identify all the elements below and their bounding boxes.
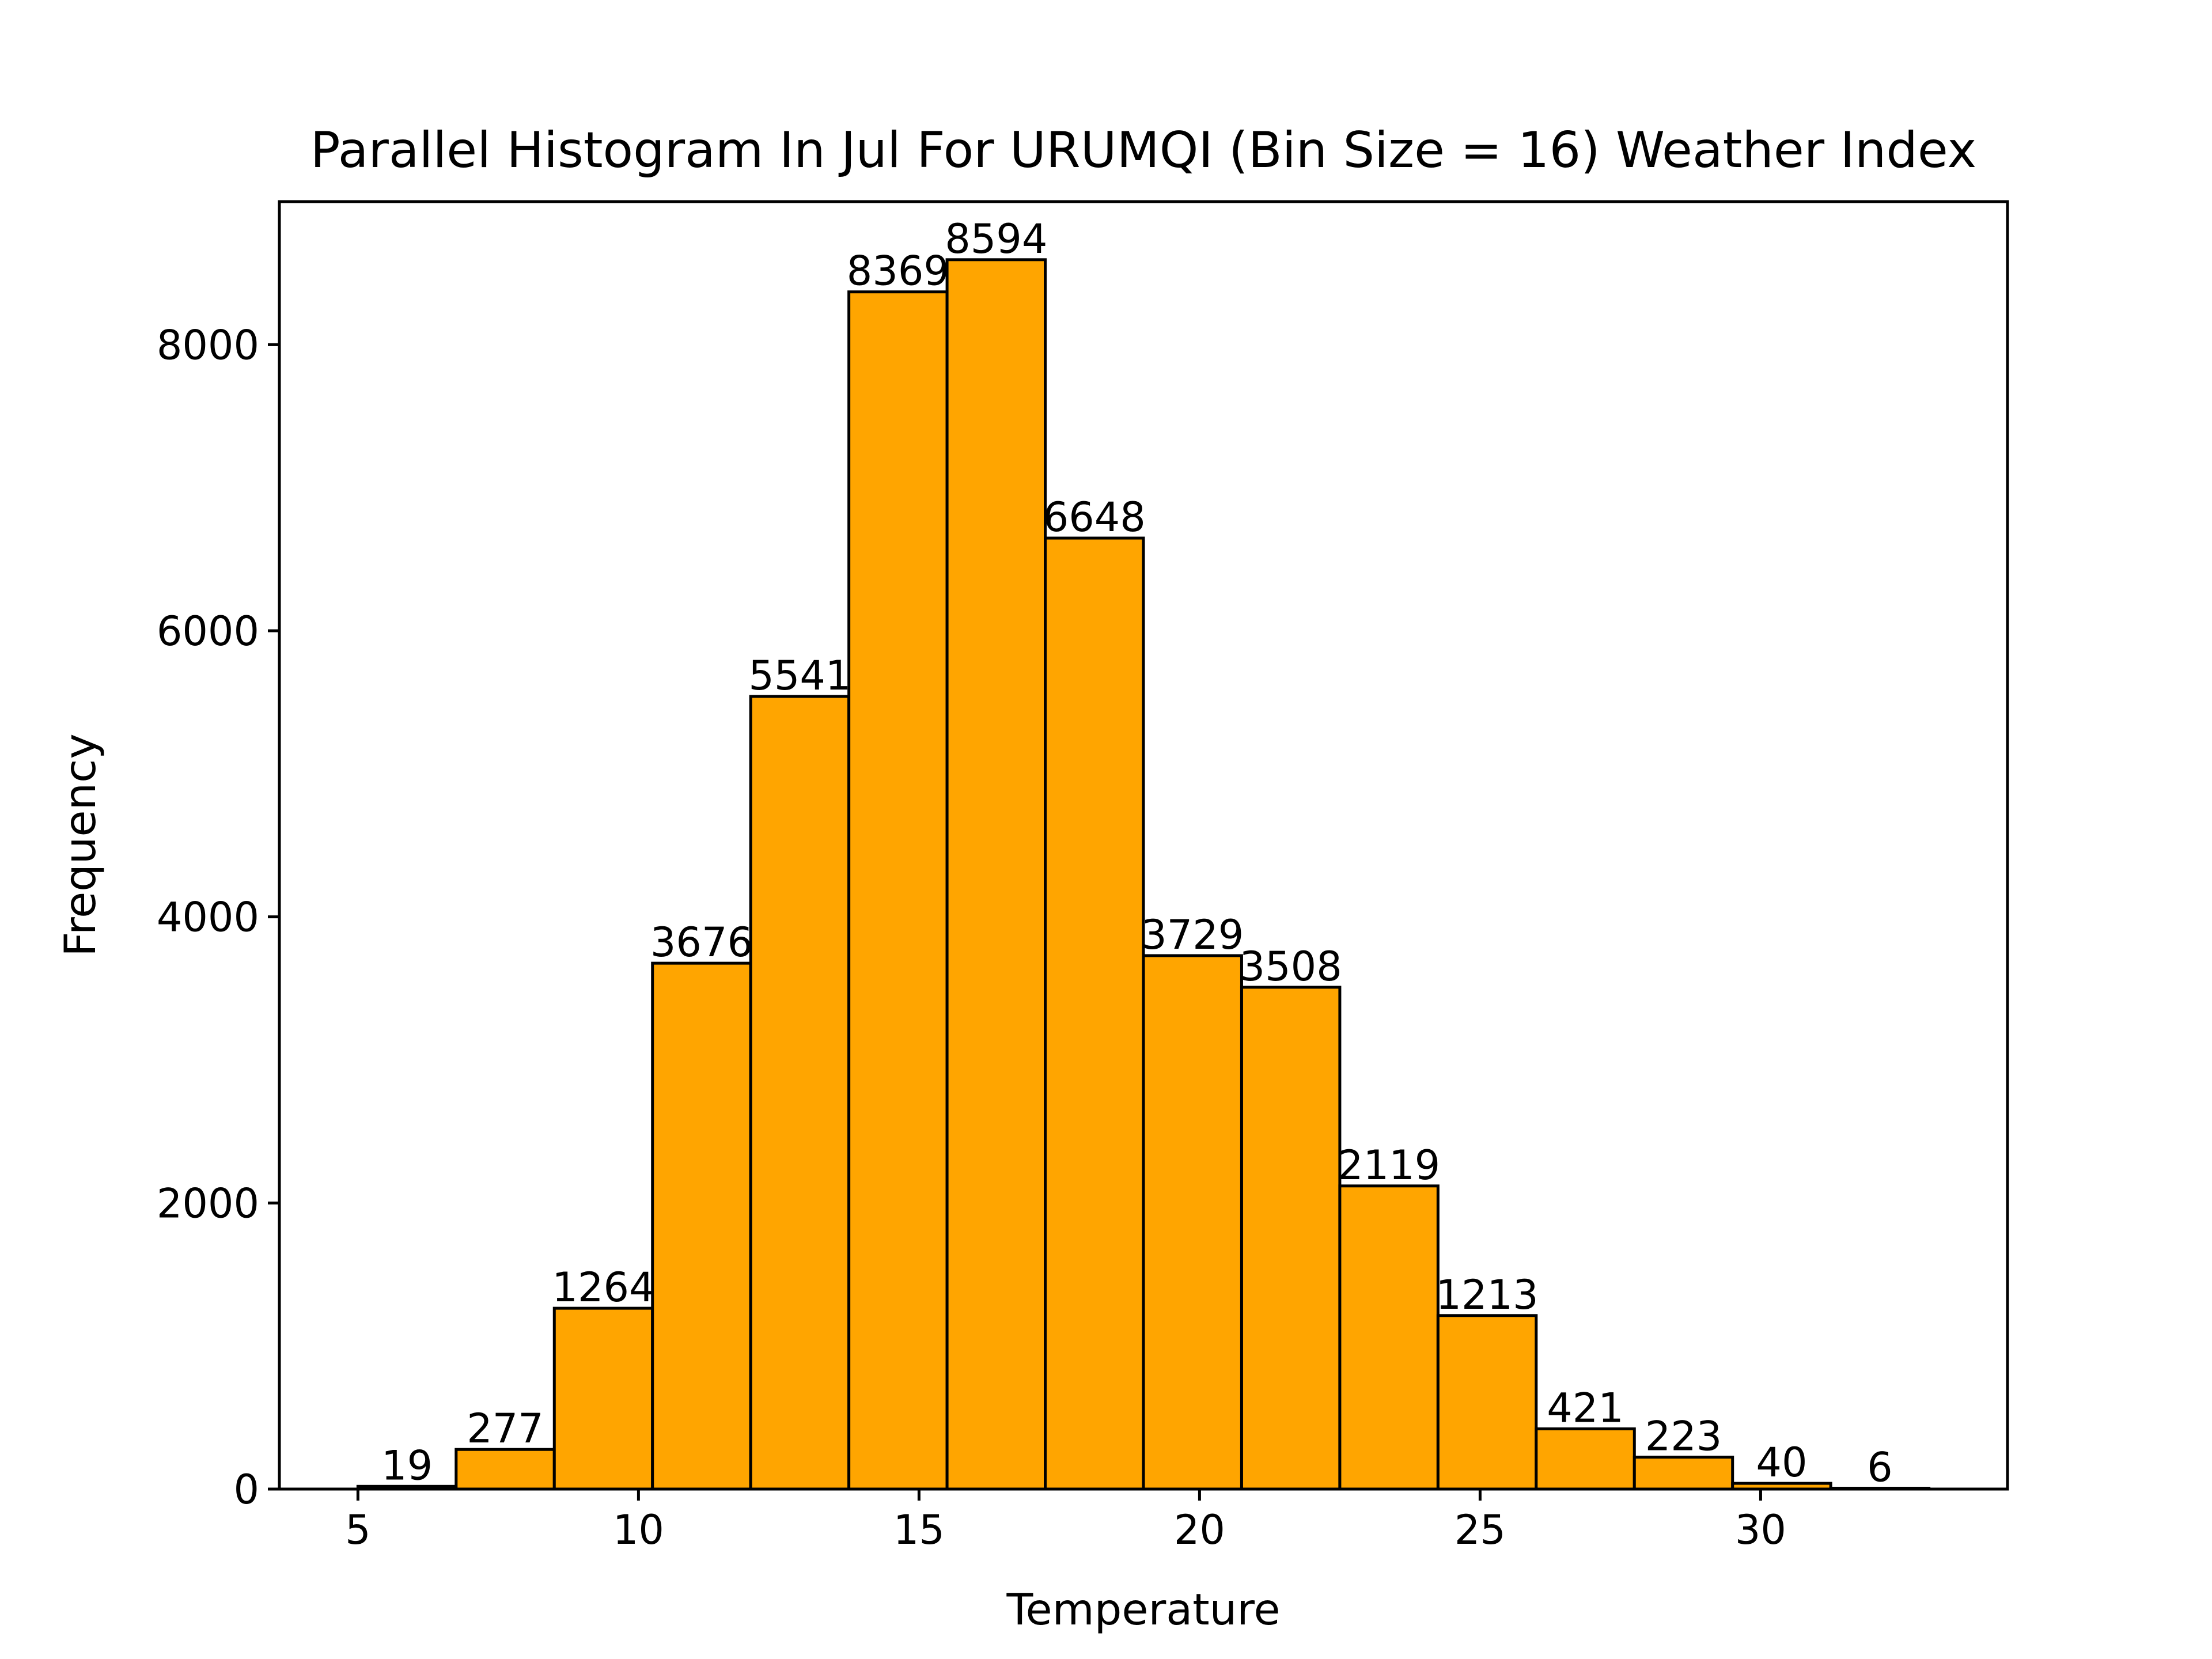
- bar-value-label: 8369: [847, 248, 949, 295]
- histogram-bar: [454, 1448, 556, 1491]
- bar-value-label: 6: [1867, 1444, 1893, 1491]
- x-axis: 5 10 15 20 25 30: [345, 1489, 1786, 1554]
- bar-value-label: 3508: [1240, 943, 1342, 990]
- y-tick-label: 8000: [157, 321, 259, 369]
- bar-value-label: 2119: [1338, 1142, 1440, 1189]
- bar-value-label: 40: [1756, 1439, 1807, 1486]
- histogram-bar: [1142, 954, 1243, 1491]
- x-axis-label: Temperature: [1006, 1584, 1280, 1635]
- bar-value-label: 8594: [945, 215, 1047, 263]
- bar-value-label: 3676: [650, 919, 753, 966]
- y-tick-label: 4000: [157, 894, 259, 941]
- histogram-bar: [847, 290, 949, 1491]
- chart-title: Parallel Histogram In Jul For URUMQI (Bi…: [310, 122, 1976, 179]
- bar-value-label: 3729: [1141, 911, 1244, 959]
- histogram-bar: [1240, 986, 1342, 1491]
- x-tick-label: 10: [613, 1506, 664, 1554]
- histogram-bar: [1044, 536, 1145, 1491]
- bar-value-label: 1264: [552, 1264, 654, 1311]
- bar-value-label: 421: [1547, 1384, 1624, 1431]
- histogram-bar: [1338, 1184, 1440, 1491]
- x-tick-label: 30: [1735, 1506, 1786, 1554]
- y-tick-label: 2000: [157, 1180, 259, 1227]
- histogram-bar: [945, 258, 1047, 1491]
- y-axis-label: Frequency: [55, 733, 105, 956]
- bar-value-label: 6648: [1043, 494, 1146, 541]
- histogram-bar: [651, 961, 752, 1491]
- bar-value-label: 223: [1645, 1413, 1722, 1460]
- x-tick-label: 5: [345, 1506, 371, 1554]
- histogram-bar: [749, 695, 851, 1491]
- y-axis: 0 2000 4000 6000 8000: [157, 321, 279, 1513]
- y-tick-label: 0: [233, 1466, 259, 1513]
- x-tick-label: 20: [1174, 1506, 1225, 1554]
- plot-area-frame: [278, 200, 2009, 1491]
- histogram-bar: [1436, 1314, 1538, 1491]
- histogram-bar: [1633, 1456, 1734, 1491]
- bar-value-label: 1213: [1436, 1271, 1539, 1319]
- x-tick-label: 15: [893, 1506, 945, 1554]
- bar-value-label: 19: [381, 1442, 433, 1489]
- y-tick-label: 6000: [157, 608, 259, 655]
- histogram-bar: [552, 1306, 654, 1491]
- bar-value-label: 277: [467, 1405, 544, 1452]
- bar-value-label: 5541: [748, 652, 851, 699]
- x-tick-label: 25: [1455, 1506, 1506, 1554]
- bars-group: [356, 258, 1931, 1491]
- histogram-bar: [1535, 1427, 1636, 1491]
